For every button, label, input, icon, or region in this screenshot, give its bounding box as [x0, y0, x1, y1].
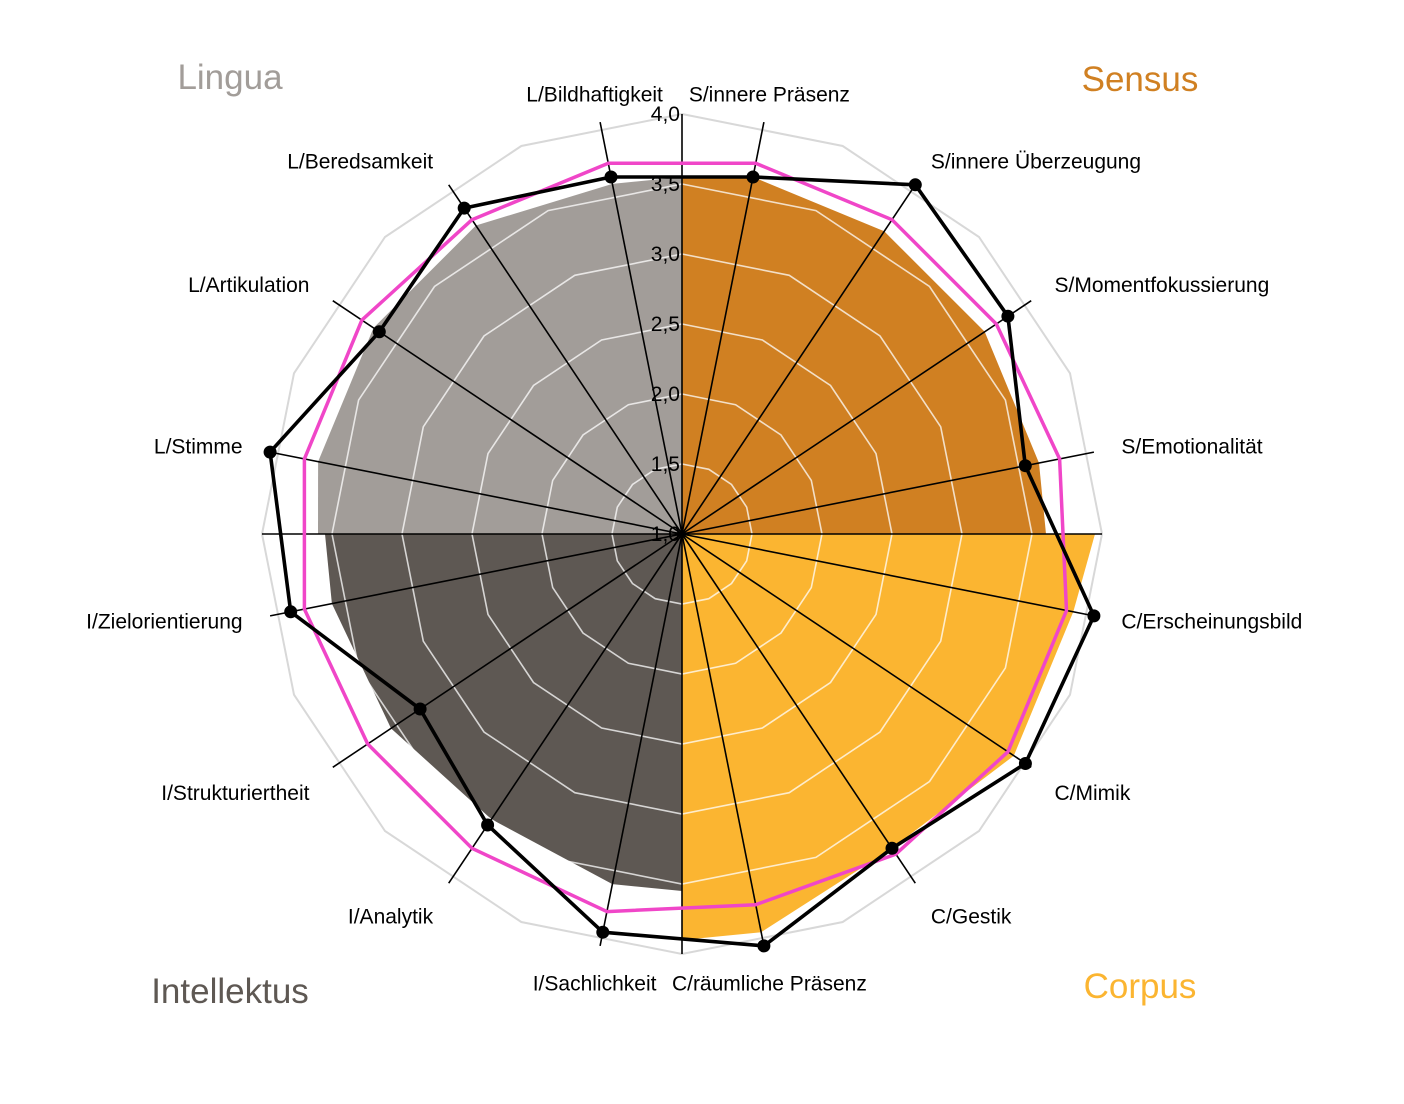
axis-line-c-gestik	[681, 533, 916, 884]
axis-line-l-artikulation	[332, 300, 683, 535]
group-label-corpus: Corpus	[1084, 967, 1197, 1006]
data-point-l-bildhaftigkeit	[604, 170, 618, 184]
axis-label-l-beredsamkeit: L/Beredsamkeit	[287, 151, 433, 174]
axis-line-s-momentfokussierung	[681, 300, 1032, 535]
axis-label-l-artikulation: L/Artikulation	[188, 274, 309, 297]
axis-line-l-bildhaftigkeit	[599, 121, 683, 535]
data-point-c-gestik	[885, 841, 899, 855]
axis-label-s-innere-überzeugung: S/innere Überzeugung	[931, 151, 1141, 174]
axis-line-l-stimme	[269, 451, 683, 535]
axis-label-c-gestik: C/Gestik	[931, 906, 1012, 929]
group-label-lingua: Lingua	[177, 58, 283, 97]
tick-label: 1,0	[651, 523, 680, 546]
tick-layer: 1,0 1,5 2,0 2,5 3,0 3,5 4,0	[651, 103, 680, 546]
tick-label: 2,5	[651, 313, 680, 336]
data-point-i-strukturiertheit	[413, 702, 427, 716]
axis-label-i-strukturiertheit: I/Strukturiertheit	[161, 782, 309, 805]
axis-label-l-stimme: L/Stimme	[154, 436, 243, 459]
sector-sensus	[682, 177, 1046, 534]
group-label-layer: Sensus Corpus Intellektus Lingua	[151, 58, 1198, 1011]
sector-layer	[318, 177, 1095, 940]
data-point-l-beredsamkeit	[457, 201, 471, 215]
axis-label-c-mimik: C/Mimik	[1055, 782, 1131, 805]
data-point-c-erscheinungsbild	[1087, 609, 1101, 623]
group-label-intellektus: Intellektus	[151, 972, 309, 1011]
data-point-c-mimik	[1018, 757, 1032, 770]
data-point-l-artikulation	[372, 325, 386, 339]
axis-line-l-beredsamkeit	[448, 184, 683, 535]
axis-label-l-bildhaftigkeit: L/Bildhaftigkeit	[526, 84, 663, 107]
axis-label-i-analytik: I/Analytik	[348, 906, 434, 929]
axis-label-c-erscheinungsbild: C/Erscheinungsbild	[1121, 610, 1302, 633]
data-point-i-analytik	[481, 818, 495, 832]
sector-lingua	[318, 177, 682, 534]
series-line-1	[302, 161, 1069, 914]
axis-label-i-zielorientierung: I/Zielorientierung	[86, 610, 242, 633]
axis-line-s-innere-überzeugung	[681, 184, 916, 535]
spoke-layer	[262, 114, 1102, 954]
axis-line-i-zielorientierung	[269, 533, 683, 617]
series-layer	[263, 161, 1101, 953]
axis-line-c-räumliche-präsenz	[681, 533, 765, 947]
tick-label: 2,0	[651, 383, 680, 406]
tick-label: 3,5	[651, 173, 680, 196]
axis-label-s-emotionalität: S/Emotionalität	[1121, 436, 1262, 459]
data-point-s-innere-präsenz	[746, 170, 760, 184]
data-point-i-zielorientierung	[284, 605, 298, 619]
axis-line-c-erscheinungsbild	[681, 533, 1095, 617]
data-point-l-stimme	[263, 445, 277, 459]
axis-line-i-strukturiertheit	[332, 533, 683, 768]
data-point-c-räumliche-präsenz	[757, 939, 771, 953]
axis-label-s-innere-präsenz: S/innere Präsenz	[689, 84, 850, 107]
sector-corpus	[682, 534, 1095, 940]
tick-label: 4,0	[651, 103, 680, 126]
axis-line-i-sachlichkeit	[599, 533, 683, 947]
tick-label: 3,0	[651, 243, 680, 266]
data-point-s-emotionalität	[1018, 459, 1032, 473]
data-point-s-innere-überzeugung	[908, 178, 922, 192]
sector-intellektus	[325, 534, 682, 891]
axis-line-s-innere-präsenz	[681, 121, 765, 535]
group-label-sensus: Sensus	[1082, 60, 1199, 99]
axis-label-i-sachlichkeit: I/Sachlichkeit	[533, 972, 657, 995]
axis-label-c-räumliche-präsenz: C/räumliche Präsenz	[672, 972, 867, 995]
axis-line-c-mimik	[681, 533, 1032, 768]
axis-label-s-momentfokussierung: S/Momentfokussierung	[1055, 274, 1270, 297]
data-point-s-momentfokussierung	[1001, 309, 1015, 323]
tick-label: 1,5	[651, 453, 680, 476]
axis-label-layer: S/innere Präsenz S/innere Überzeugung S/Mo…	[86, 84, 1302, 996]
data-point-i-sachlichkeit	[596, 925, 610, 939]
